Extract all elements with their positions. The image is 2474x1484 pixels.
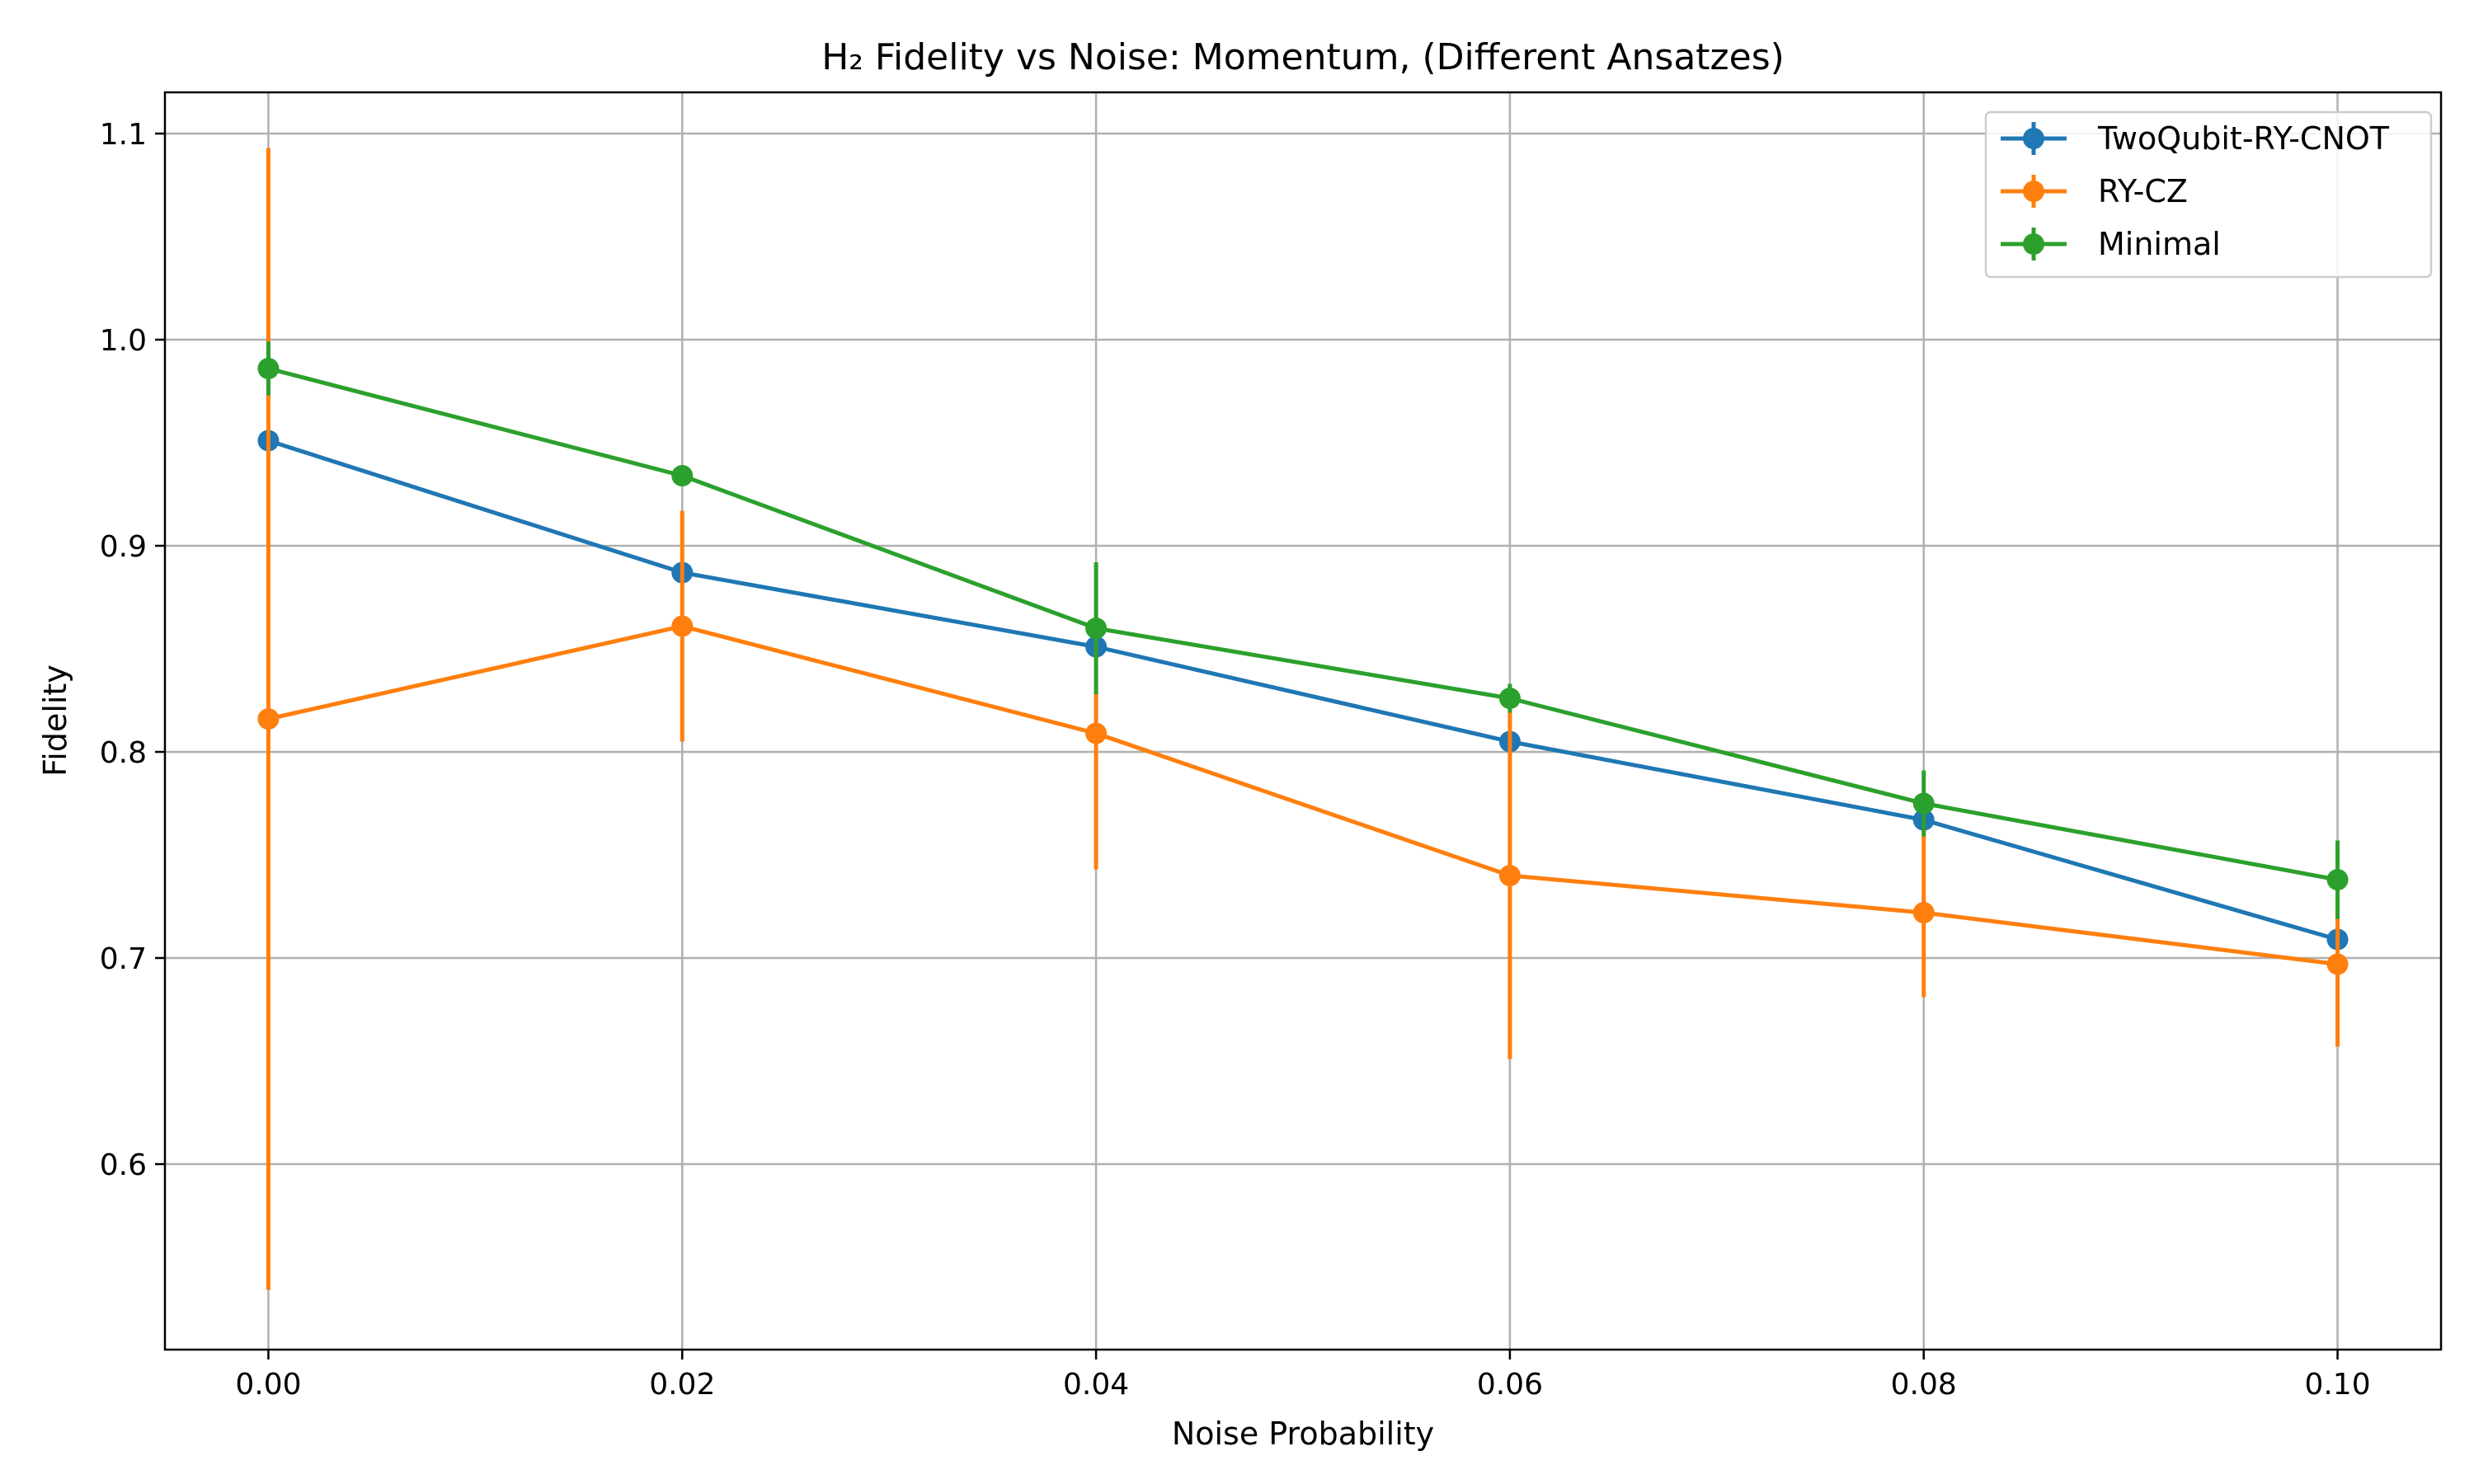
data-point	[1085, 722, 1108, 744]
x-tick-label: 0.06	[1477, 1368, 1543, 1402]
series-line	[267, 366, 2338, 882]
x-axis-label: Noise Probability	[1172, 1416, 1434, 1452]
series-layer	[257, 148, 2349, 1290]
y-tick-label: 1.0	[100, 324, 147, 358]
data-point	[1912, 792, 1935, 815]
legend-marker	[2023, 181, 2044, 202]
data-point	[2326, 953, 2349, 975]
data-point	[671, 615, 694, 637]
legend: TwoQubit-RY-CNOT RY-CZ Minimal	[1984, 110, 2433, 279]
data-point	[2326, 869, 2349, 890]
ticks: 0.00 0.02 0.04 0.06 0.08 0.10 0.6 0.7 0.8 0.9 1.0 1…	[100, 118, 2371, 1402]
y-tick-label: 1.1	[100, 118, 147, 152]
x-tick-label: 0.08	[1891, 1368, 1957, 1402]
legend-label: TwoQubit-RY-CNOT	[2097, 120, 2390, 157]
y-tick-label: 0.6	[100, 1148, 147, 1182]
series-line	[267, 439, 2339, 942]
y-tick-label: 0.8	[100, 736, 147, 770]
y-axis-label: Fidelity	[37, 665, 73, 777]
data-point	[671, 465, 694, 486]
legend-marker	[2023, 233, 2044, 255]
series-line	[267, 624, 2338, 966]
y-tick-label: 0.9	[100, 530, 147, 564]
x-tick-label: 0.04	[1063, 1368, 1129, 1402]
chart-title: H₂ Fidelity vs Noise: Momentum, (Differe…	[821, 36, 1785, 78]
series-2	[257, 341, 2349, 919]
legend-frame	[1984, 110, 2433, 279]
data-point	[1498, 688, 1521, 709]
legend-label: Minimal	[2098, 226, 2221, 262]
x-tick-label: 0.00	[235, 1368, 301, 1402]
x-tick-label: 0.02	[649, 1368, 715, 1402]
legend-marker	[2023, 128, 2044, 149]
x-tick-label: 0.10	[2304, 1368, 2370, 1402]
plot-area-frame	[163, 91, 2443, 1351]
legend-label: RY-CZ	[2098, 173, 2188, 209]
data-point	[257, 358, 280, 379]
data-point	[1912, 902, 1935, 923]
data-point	[1085, 618, 1108, 639]
data-point	[257, 708, 280, 730]
data-point	[1498, 865, 1521, 886]
y-tick-label: 0.7	[100, 942, 147, 976]
